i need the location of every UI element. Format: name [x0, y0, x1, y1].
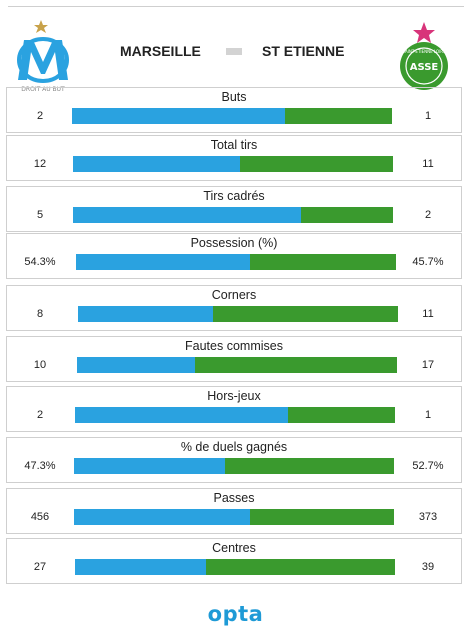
stat-home-value: 47.3%: [24, 460, 56, 472]
svg-text:ASSE: ASSE: [410, 62, 439, 73]
stat-bar-away: [225, 458, 394, 474]
stat-row: Total tirs 12 11: [6, 135, 462, 181]
opta-logo: opta: [0, 602, 471, 626]
stat-bar-home: [76, 254, 250, 270]
stat-bar: [75, 559, 395, 575]
stat-bar-away: [250, 509, 394, 525]
stat-away-value: 1: [424, 110, 432, 122]
stat-bar-home: [78, 306, 213, 322]
stat-bar-home: [75, 559, 206, 575]
stat-label: Fautes commises: [185, 339, 283, 353]
stat-bar: [74, 458, 394, 474]
stat-label: Buts: [221, 90, 247, 104]
stat-home-value: 27: [33, 561, 47, 573]
stat-bar-away: [212, 306, 398, 322]
stat-row: Passes 456 373: [6, 488, 462, 534]
stat-away-value: 2: [424, 209, 432, 221]
stat-bar: [74, 509, 394, 525]
stat-home-value: 2: [36, 110, 44, 122]
stat-row: Centres 27 39: [6, 538, 462, 584]
stat-away-value: 11: [422, 158, 434, 170]
svg-text:SAINT-ETIENNE LOIRE: SAINT-ETIENNE LOIRE: [402, 49, 446, 54]
svg-text:DROIT AU BUT: DROIT AU BUT: [21, 86, 65, 93]
opta-brand-text: opta: [207, 602, 264, 626]
stat-row: Possession (%) 54.3% 45.7%: [6, 233, 462, 279]
stat-bar-away: [285, 108, 392, 124]
stat-home-value: 54.3%: [24, 256, 56, 268]
stat-away-value: 39: [421, 561, 435, 573]
stat-home-value: 12: [33, 158, 47, 170]
stat-bar-home: [73, 207, 302, 223]
top-divider: [8, 6, 464, 7]
stat-home-value: 5: [36, 209, 44, 221]
stat-row: Tirs cadrés 5 2: [6, 186, 462, 232]
stat-label: Tirs cadrés: [203, 189, 265, 203]
stat-away-value: 1: [424, 409, 432, 421]
stat-row: Corners 8 11: [6, 285, 462, 331]
stat-away-value: 17: [421, 359, 435, 371]
stat-bar: [72, 108, 392, 124]
stat-label: Corners: [211, 288, 257, 302]
stat-bar-away: [195, 357, 397, 373]
stat-bar-home: [72, 108, 286, 124]
stat-home-value: 8: [36, 308, 44, 320]
stat-bar: [76, 254, 396, 270]
stat-away-value: 373: [418, 511, 438, 523]
versus-separator: [226, 48, 242, 55]
stat-bar-away: [205, 559, 395, 575]
stat-label: Hors-jeux: [207, 389, 261, 403]
stat-bar-away: [249, 254, 396, 270]
stat-bar-home: [74, 509, 250, 525]
stat-label: Centres: [212, 541, 256, 555]
stat-away-value: 11: [422, 308, 434, 320]
stat-bar-away: [288, 407, 395, 423]
stat-bar-away: [240, 156, 393, 172]
stat-label: % de duels gagnés: [180, 440, 288, 454]
stat-bar: [73, 207, 393, 223]
stat-bar: [75, 407, 395, 423]
stat-bar-away: [301, 207, 393, 223]
stat-row: Fautes commises 10 17: [6, 336, 462, 382]
stat-away-value: 45.7%: [412, 256, 444, 268]
stat-bar-home: [77, 357, 196, 373]
home-team-name: MARSEILLE: [120, 43, 201, 59]
marseille-logo: DROIT AU BUT: [14, 20, 72, 96]
stat-home-value: 456: [30, 511, 50, 523]
stat-bar-home: [73, 156, 241, 172]
match-header: DROIT AU BUT MARSEILLE ST ETIENNE ASSE S…: [0, 14, 471, 94]
stat-label: Passes: [213, 491, 255, 505]
stat-bar-home: [74, 458, 226, 474]
stat-home-value: 2: [36, 409, 44, 421]
stat-home-value: 10: [33, 359, 47, 371]
away-team-name: ST ETIENNE: [262, 43, 345, 59]
stat-row: % de duels gagnés 47.3% 52.7%: [6, 437, 462, 483]
stat-bar: [78, 306, 398, 322]
stat-bar: [77, 357, 397, 373]
stat-row: Hors-jeux 2 1: [6, 386, 462, 432]
stat-row: Buts 2 1: [6, 87, 462, 133]
stat-away-value: 52.7%: [412, 460, 444, 472]
saint-etienne-logo: ASSE SAINT-ETIENNE LOIRE: [396, 20, 452, 96]
stat-label: Possession (%): [190, 236, 278, 250]
stat-label: Total tirs: [210, 138, 258, 152]
stat-bar-home: [75, 407, 289, 423]
stat-bar: [73, 156, 393, 172]
